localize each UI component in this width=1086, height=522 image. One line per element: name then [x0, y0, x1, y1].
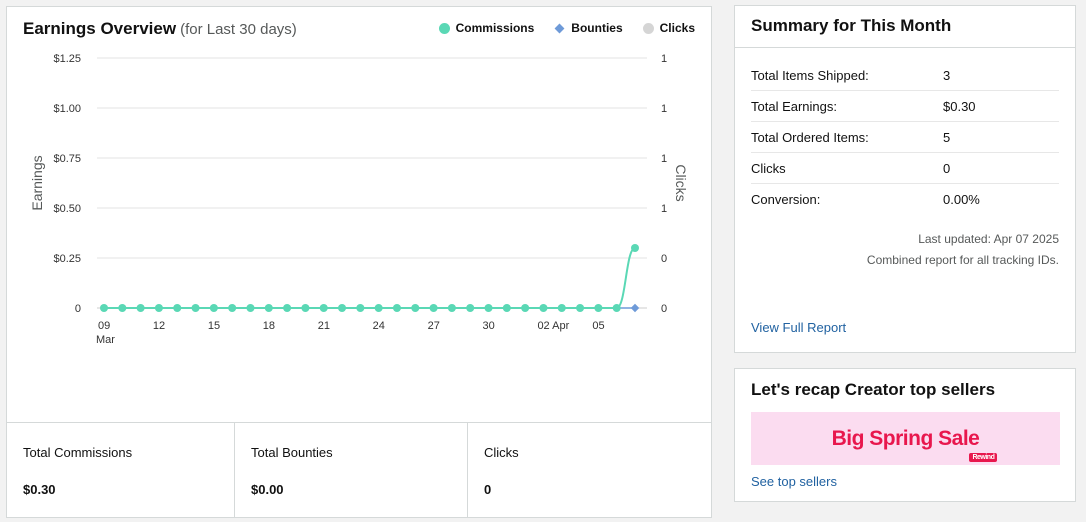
- commissions-point: [392, 304, 401, 312]
- y2-tick-label: 1: [661, 53, 667, 65]
- total-bounties-value: $0.00: [251, 482, 284, 497]
- earnings-line-chart: 0 0 $0.25 0 $0.50 1 $0.75 1 $1.00 1 $1.25 1 Earnings…: [29, 53, 689, 346]
- commissions-point: [118, 304, 127, 312]
- combined-report-note: Combined report for all tracking IDs.: [866, 253, 1059, 267]
- y-tick-label: $0.25: [53, 253, 81, 265]
- commissions-point: [521, 304, 530, 312]
- clicks-dot-icon: [642, 22, 654, 34]
- commissions-point: [612, 304, 621, 312]
- commissions-point: [557, 304, 566, 312]
- x-tick-label: 15: [208, 320, 220, 332]
- commissions-point: [283, 304, 292, 312]
- commissions-point: [411, 304, 420, 312]
- x-tick-label: 21: [318, 320, 330, 332]
- summary-table: Total Items Shipped: 3 Total Earnings: $0.…: [751, 60, 1059, 215]
- y-tick-label: $0.50: [53, 203, 81, 215]
- commissions-point: [191, 304, 200, 312]
- y-axis-title: Earnings: [29, 155, 45, 210]
- x-tick-label: 09: [98, 320, 110, 332]
- commissions-point: [502, 304, 511, 312]
- total-bounties-label: Total Bounties: [251, 445, 333, 460]
- total-clicks-label: Clicks: [484, 445, 519, 460]
- legend-commissions[interactable]: Commissions: [438, 21, 534, 35]
- commissions-point: [264, 304, 273, 312]
- y2-tick-label: 0: [661, 303, 667, 315]
- y2-tick-label: 1: [661, 203, 667, 215]
- chart-title: Earnings Overview (for Last 30 days): [23, 19, 297, 38]
- total-commissions-value: $0.30: [23, 482, 56, 497]
- commissions-series-line: [104, 247, 636, 309]
- total-bounties-cell: Total Bounties $0.00: [235, 423, 468, 518]
- chart-subtitle: (for Last 30 days): [180, 21, 297, 38]
- x-tick-label: 12: [153, 320, 165, 332]
- x-tick-label: 30: [483, 320, 495, 332]
- y-tick-label: 0: [75, 303, 81, 315]
- commissions-point: [356, 304, 365, 312]
- summary-row-ordered-items: Total Ordered Items: 5: [751, 122, 1059, 153]
- commissions-point: [136, 304, 145, 312]
- summary-row-total-earnings: Total Earnings: $0.30: [751, 91, 1059, 122]
- total-commissions-label: Total Commissions: [23, 445, 133, 460]
- view-full-report-link[interactable]: View Full Report: [751, 320, 847, 335]
- commissions-point: [209, 304, 218, 312]
- recap-panel: Let's recap Creator top sellers Big Spri…: [734, 368, 1076, 502]
- commissions-point: [429, 304, 438, 312]
- total-clicks-cell: Clicks 0: [468, 423, 711, 518]
- summary-row-items-shipped: Total Items Shipped: 3: [751, 60, 1059, 91]
- summary-row-clicks: Clicks 0: [751, 153, 1059, 184]
- summary-row-conversion: Conversion: 0.00%: [751, 192, 980, 207]
- x-tick-label: 02 Apr: [537, 320, 569, 332]
- banner-badge: Rewind: [969, 452, 998, 462]
- x-tick-sublabel: Mar: [96, 334, 115, 346]
- earnings-overview-panel: Earnings Overview (for Last 30 days) Comm…: [6, 6, 712, 518]
- commissions-point: [374, 304, 383, 312]
- commissions-point: [319, 304, 328, 312]
- commissions-point: [228, 304, 237, 312]
- last-updated: Last updated: Apr 07 2025: [918, 232, 1059, 246]
- commissions-point: [484, 304, 493, 312]
- total-clicks-value: 0: [484, 482, 492, 497]
- total-commissions-cell: Total Commissions $0.30: [7, 423, 235, 518]
- y-tick-label: $1.25: [53, 53, 81, 65]
- legend-bounties[interactable]: Bounties: [554, 21, 623, 35]
- commissions-point: [594, 304, 603, 312]
- summary-panel: Summary for This Month Total Items Shipp…: [734, 5, 1076, 353]
- y2-axis-title: Clicks: [673, 164, 689, 201]
- commissions-dot-icon: [438, 22, 450, 34]
- commissions-point: [246, 304, 255, 312]
- commissions-point: [447, 304, 456, 312]
- y-tick-label: $0.75: [53, 153, 81, 165]
- bounties-point: [630, 303, 640, 313]
- totals-row: Total Commissions $0.30 Total Bounties $…: [7, 422, 711, 518]
- commissions-point: [338, 304, 347, 312]
- y2-tick-label: 1: [661, 153, 667, 165]
- summary-note: Last updated: Apr 07 2025 Combined repor…: [751, 229, 1059, 271]
- x-tick-label: 18: [263, 320, 275, 332]
- commissions-point: [466, 304, 475, 312]
- legend-clicks[interactable]: Clicks: [642, 21, 695, 35]
- commissions-point: [154, 304, 163, 312]
- recap-title: Let's recap Creator top sellers: [751, 380, 996, 399]
- y2-tick-label: 0: [661, 253, 667, 265]
- commissions-point: [539, 304, 548, 312]
- commissions-point: [100, 304, 108, 312]
- commissions-point: [173, 304, 182, 312]
- big-spring-sale-banner[interactable]: Big Spring Sale Rewind: [751, 412, 1060, 465]
- summary-title: Summary for This Month: [735, 6, 1075, 48]
- y2-tick-label: 1: [661, 103, 667, 115]
- see-top-sellers-link[interactable]: See top sellers: [751, 474, 837, 489]
- commissions-point: [301, 304, 310, 312]
- commissions-point: [631, 244, 639, 252]
- x-tick-label: 24: [373, 320, 385, 332]
- y-tick-label: $1.00: [53, 103, 81, 115]
- x-tick-label: 27: [428, 320, 440, 332]
- x-tick-label: 05: [592, 320, 604, 332]
- commissions-point: [576, 304, 585, 312]
- chart-legend: Commissions Bounties Clicks: [438, 21, 695, 35]
- banner-text: Big Spring Sale Rewind: [832, 427, 998, 462]
